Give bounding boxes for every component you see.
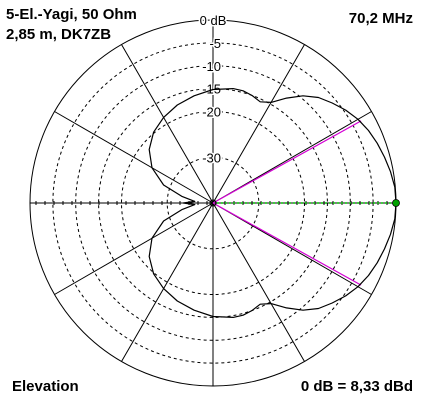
grid-spoke	[54, 202, 214, 295]
center-marker	[209, 199, 217, 207]
ring-label: -10	[202, 59, 221, 74]
ring-label: -15	[202, 82, 221, 97]
ring-label: -30	[202, 150, 221, 165]
grid-spoke	[54, 111, 214, 204]
pattern-series	[148, 88, 400, 318]
db-ring	[121, 111, 305, 295]
half-power-line	[212, 120, 362, 204]
ring-labels: 0 dB -5 -10 -15 -20 -30	[198, 12, 228, 167]
db-ring	[98, 88, 328, 318]
reference-label: 0 dB = 8,33 dBd	[300, 378, 413, 395]
ring-label: 0 dB	[200, 13, 227, 28]
grid-spoke	[212, 202, 305, 362]
ring-label: -20	[202, 105, 221, 120]
max-gain-marker	[392, 199, 400, 207]
ring-label: -5	[209, 36, 221, 51]
antenna-subtitle: 2,85 m, DK7ZB	[6, 26, 112, 43]
beam-lines	[212, 120, 396, 286]
radiation-pattern	[148, 88, 397, 318]
half-power-line	[212, 202, 362, 286]
grid-spoke	[212, 44, 305, 204]
grid-spoke	[121, 202, 214, 362]
view-label: Elevation	[12, 378, 79, 395]
frequency-label: 70,2 MHz	[348, 10, 413, 27]
grid-spoke	[121, 44, 214, 204]
antenna-title: 5-El.-Yagi, 50 Ohm	[6, 6, 137, 23]
